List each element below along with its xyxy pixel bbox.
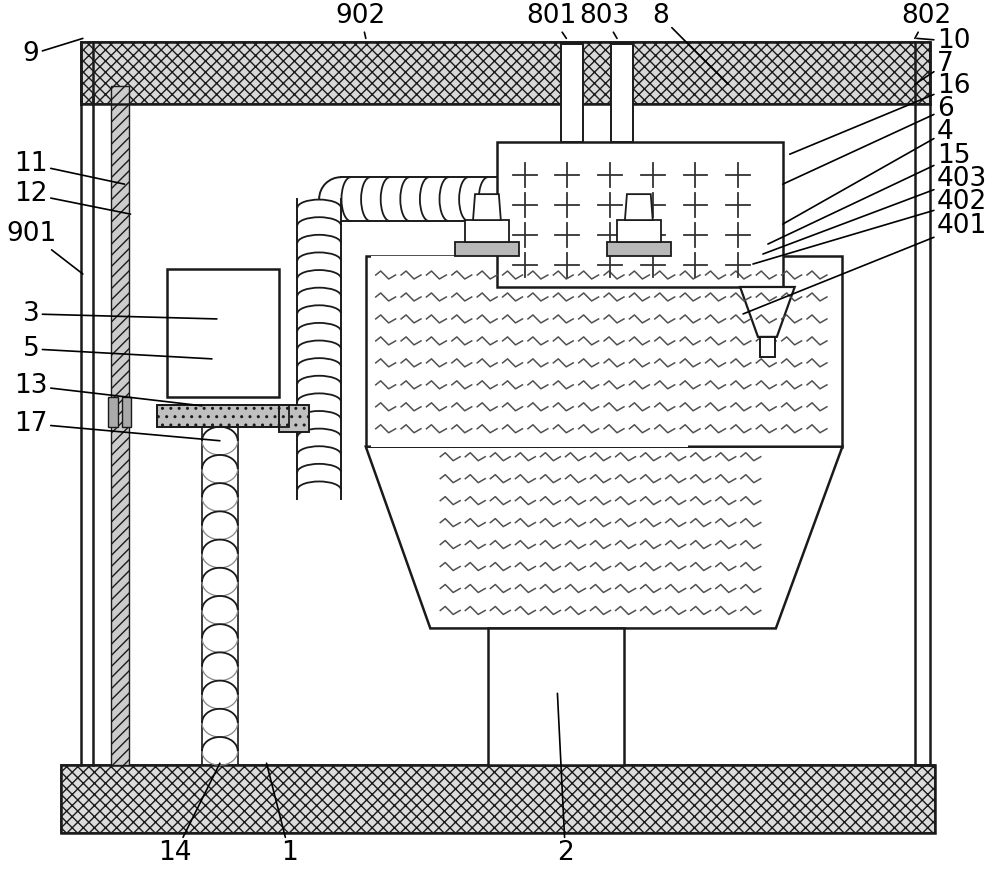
Text: 10: 10 [917,29,970,54]
Bar [760,337,775,357]
Text: 12: 12 [14,181,131,214]
Text: 15: 15 [768,143,970,244]
Text: 801: 801 [526,4,577,38]
Text: 11: 11 [14,151,125,184]
Text: 13: 13 [14,372,202,405]
Bar [61,765,935,833]
Bar [108,396,118,427]
Text: 16: 16 [790,73,970,154]
Bar [561,45,583,142]
Polygon shape [740,287,795,337]
Text: 403: 403 [763,166,987,254]
Polygon shape [366,446,842,629]
Bar [617,220,661,242]
Text: 901: 901 [6,221,83,274]
Text: 902: 902 [336,4,386,38]
Bar [455,242,519,256]
Text: 802: 802 [902,4,952,38]
Text: 803: 803 [579,4,629,38]
Bar [366,256,842,446]
Text: 8: 8 [652,4,728,84]
Text: 9: 9 [23,38,83,67]
Text: 14: 14 [158,764,220,866]
Text: 402: 402 [753,189,987,264]
Polygon shape [625,194,653,220]
Bar [497,142,783,287]
Bar [111,87,129,765]
Bar [122,396,131,427]
Polygon shape [473,194,501,220]
Bar [371,256,688,446]
Bar [157,405,289,427]
Bar [465,220,509,242]
Bar [61,765,935,833]
Bar [167,269,279,396]
Bar [611,45,633,142]
Text: 2: 2 [557,693,574,866]
Text: 17: 17 [14,411,220,441]
Text: 5: 5 [23,336,212,362]
Bar [81,42,930,104]
Text: 3: 3 [23,301,217,327]
Text: 4: 4 [783,120,953,224]
Bar [607,242,671,256]
Text: 1: 1 [267,764,298,866]
Text: 6: 6 [783,96,953,184]
Bar [279,405,309,431]
Text: 7: 7 [915,52,953,84]
Bar [81,42,930,104]
Text: 401: 401 [743,213,987,314]
Bar [488,629,624,765]
Bar [279,405,309,431]
Bar [157,405,289,427]
